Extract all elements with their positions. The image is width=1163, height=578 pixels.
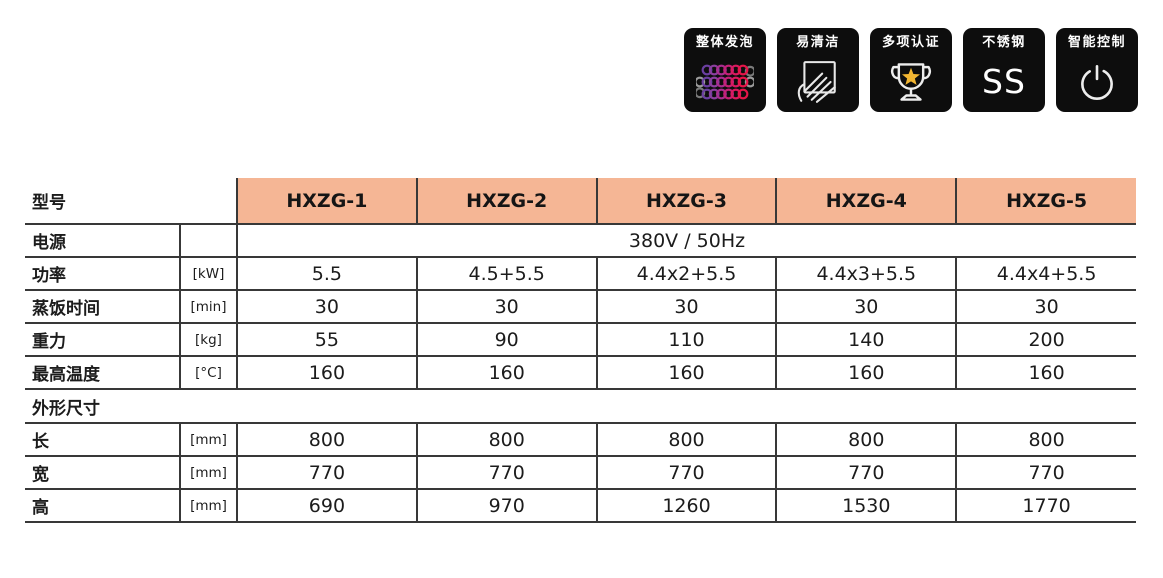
row-unit: [°C] <box>179 356 238 390</box>
spec-value: 800 <box>236 423 417 457</box>
stainless-steel-icon: SS <box>963 51 1045 112</box>
spec-value: 140 <box>775 323 957 357</box>
spec-value: 770 <box>415 456 597 490</box>
spec-value: 55 <box>236 323 417 357</box>
row-unit: [mm] <box>179 489 238 523</box>
spec-value: 1770 <box>955 489 1136 523</box>
badge-easy-clean: 易清洁 <box>777 28 859 112</box>
row-unit: [kW] <box>179 257 238 291</box>
spec-value: 770 <box>775 456 957 490</box>
spec-value: 30 <box>955 290 1136 324</box>
row-unit: [mm] <box>179 456 238 490</box>
spec-value: 200 <box>955 323 1136 357</box>
feature-badges: 整体发泡 易清洁 <box>684 28 1138 112</box>
model-header-hxzg-3: HXZG-3 <box>595 178 777 225</box>
badge-foam-label: 整体发泡 <box>695 35 754 50</box>
table-row-weight: 重力 [kg] 55 90 110 140 200 <box>25 323 1136 357</box>
model-header-hxzg-5: HXZG-5 <box>955 178 1136 225</box>
power-icon <box>1056 51 1138 112</box>
spec-value: 1530 <box>775 489 957 523</box>
badge-easy-clean-label: 易清洁 <box>796 35 840 50</box>
spec-value: 160 <box>595 356 777 390</box>
spec-value: 160 <box>236 356 417 390</box>
spec-value: 800 <box>415 423 597 457</box>
spec-value: 5.5 <box>236 257 417 291</box>
model-header-hxzg-4: HXZG-4 <box>775 178 957 225</box>
row-label: 宽 <box>25 456 180 490</box>
row-unit <box>179 224 238 258</box>
table-row-width: 宽 [mm] 770 770 770 770 770 <box>25 456 1136 490</box>
spec-value: 770 <box>236 456 417 490</box>
table-row-steaming-time: 蒸饭时间 [min] 30 30 30 30 30 <box>25 290 1136 324</box>
wipe-hand-icon <box>777 51 859 112</box>
table-row-length: 长 [mm] 800 800 800 800 800 <box>25 423 1136 457</box>
badge-stainless-steel-label: 不锈钢 <box>982 35 1026 50</box>
row-label: 蒸饭时间 <box>25 290 180 324</box>
spec-value: 800 <box>775 423 957 457</box>
spec-value: 30 <box>415 290 597 324</box>
spec-value: 770 <box>955 456 1136 490</box>
spec-value: 160 <box>955 356 1136 390</box>
model-header-hxzg-1: HXZG-1 <box>236 178 417 225</box>
ss-text: SS <box>982 61 1026 101</box>
row-unit: [kg] <box>179 323 238 357</box>
row-label: 重力 <box>25 323 180 357</box>
badge-smart-control: 智能控制 <box>1056 28 1138 112</box>
trophy-star-icon <box>870 51 952 112</box>
spec-value: 4.4x3+5.5 <box>775 257 957 291</box>
table-section-dimensions: 外形尺寸 <box>25 389 1136 424</box>
model-header-hxzg-2: HXZG-2 <box>415 178 597 225</box>
spec-value: 4.4x4+5.5 <box>955 257 1136 291</box>
badge-certifications: 多项认证 <box>870 28 952 112</box>
spec-value: 800 <box>595 423 777 457</box>
spec-value: 30 <box>236 290 417 324</box>
spec-value: 30 <box>775 290 957 324</box>
spec-value: 110 <box>595 323 777 357</box>
spec-value: 160 <box>775 356 957 390</box>
row-label: 电源 <box>25 224 180 258</box>
badge-foam: 整体发泡 <box>684 28 766 112</box>
badge-stainless-steel: 不锈钢 SS <box>963 28 1045 112</box>
row-label: 功率 <box>25 257 180 291</box>
model-header-row: 型号 HXZG-1 HXZG-2 HXZG-3 HXZG-4 HXZG-5 <box>25 178 1136 225</box>
spec-value: 4.4x2+5.5 <box>595 257 777 291</box>
spec-value: 4.5+5.5 <box>415 257 597 291</box>
table-row-power: 功率 [kW] 5.5 4.5+5.5 4.4x2+5.5 4.4x3+5.5 … <box>25 257 1136 291</box>
table-row-power-supply: 电源 380V / 50Hz <box>25 224 1136 258</box>
merged-value: 380V / 50Hz <box>236 224 1136 258</box>
section-label: 外形尺寸 <box>25 389 1136 424</box>
spec-value: 970 <box>415 489 597 523</box>
foam-bubbles-icon <box>684 51 766 112</box>
spec-value: 800 <box>955 423 1136 457</box>
row-unit: [min] <box>179 290 238 324</box>
row-label: 高 <box>25 489 180 523</box>
spec-value: 1260 <box>595 489 777 523</box>
row-label: 最高温度 <box>25 356 180 390</box>
star-shape <box>901 67 921 85</box>
row-label-model: 型号 <box>25 178 237 225</box>
table-row-height: 高 [mm] 690 970 1260 1530 1770 <box>25 489 1136 523</box>
spec-value: 770 <box>595 456 777 490</box>
spec-value: 90 <box>415 323 597 357</box>
table-row-max-temperature: 最高温度 [°C] 160 160 160 160 160 <box>25 356 1136 390</box>
spec-value: 160 <box>415 356 597 390</box>
badge-smart-control-label: 智能控制 <box>1067 35 1126 50</box>
row-unit: [mm] <box>179 423 238 457</box>
spec-value: 30 <box>595 290 777 324</box>
spec-value: 690 <box>236 489 417 523</box>
spec-table: 型号 HXZG-1 HXZG-2 HXZG-3 HXZG-4 HXZG-5 电源… <box>25 178 1136 523</box>
row-label: 长 <box>25 423 180 457</box>
badge-certifications-label: 多项认证 <box>881 35 940 50</box>
